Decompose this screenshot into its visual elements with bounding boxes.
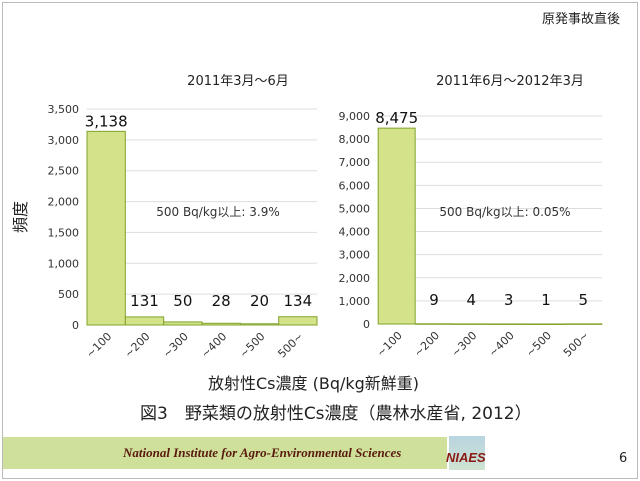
y-tick-label: 6,000 — [339, 179, 371, 192]
data-label: 3,138 — [85, 112, 128, 130]
y-tick-label: 3,000 — [339, 249, 371, 262]
bar — [86, 130, 126, 326]
x-axis-label: 放射性Cs濃度 (Bq/kg新鮮重) — [208, 374, 420, 393]
bar — [452, 323, 491, 325]
y-tick-label: 5,000 — [339, 202, 371, 215]
x-tick-label: ~200 — [412, 329, 443, 360]
corner-label: 原発事故直後 — [541, 12, 620, 27]
chart-title: 2011年6月～2012年3月 — [436, 74, 584, 89]
charts-svg: 05001,0001,5002,0002,5003,0003,5003,138~… — [11, 74, 603, 361]
y-tick-label: 9,000 — [339, 110, 371, 123]
x-tick-label: ~100 — [374, 329, 405, 360]
chart-title: 2011年3月～6月 — [187, 74, 289, 89]
page-number: 6 — [619, 451, 628, 466]
bar — [239, 323, 280, 326]
y-tick-label: 0 — [363, 318, 370, 331]
x-tick-label: ~400 — [486, 329, 517, 360]
data-label: 28 — [212, 292, 231, 310]
bar — [415, 323, 453, 325]
bar — [124, 316, 165, 326]
y-tick-label: 2,000 — [48, 196, 80, 209]
figure-caption: 図3 野菜類の放射性Cs濃度（農林水産省, 2012） — [140, 404, 532, 424]
bar — [278, 316, 318, 326]
y-tick-label: 1,000 — [48, 257, 80, 270]
y-tick-label: 8,000 — [339, 133, 371, 146]
bar — [489, 323, 528, 325]
y-tick-label: 2,000 — [339, 272, 371, 285]
x-tick-label: ~300 — [449, 329, 480, 360]
y-tick-label: 500 — [58, 288, 79, 301]
data-label: 4 — [467, 291, 477, 309]
niaes-logo: NIAES — [446, 436, 486, 470]
x-tick-label: 500~ — [561, 329, 592, 360]
x-tick-label: ~200 — [122, 330, 153, 361]
data-label: 20 — [250, 292, 269, 310]
y-tick-label: 7,000 — [339, 156, 371, 169]
y-tick-label: 3,000 — [48, 134, 80, 147]
x-tick-label: ~300 — [160, 330, 191, 361]
y-tick-label: 2,500 — [48, 165, 80, 178]
footer-band: National Institute for Agro-Environmenta… — [3, 437, 447, 469]
y-tick-label: 1,500 — [48, 226, 80, 239]
data-label: 9 — [429, 291, 439, 309]
bar — [163, 321, 203, 326]
data-label: 3 — [504, 291, 514, 309]
x-tick-label: 500~ — [275, 330, 306, 361]
annotation: 500 Bq/kg以上: 3.9% — [156, 205, 280, 219]
logo-text: NIAES — [446, 450, 486, 465]
bar — [377, 127, 416, 325]
data-label: 5 — [579, 291, 589, 309]
data-label: 1 — [541, 291, 551, 309]
data-label: 50 — [173, 292, 192, 310]
data-label: 131 — [130, 292, 159, 310]
x-tick-label: ~500 — [524, 329, 555, 360]
y-tick-label: 0 — [72, 319, 79, 332]
bar — [564, 323, 603, 325]
bar — [527, 323, 565, 325]
y-axis-label: 頻度 — [11, 201, 30, 233]
x-tick-label: ~500 — [237, 330, 268, 361]
x-tick-label: ~400 — [199, 330, 230, 361]
y-tick-label: 4,000 — [339, 226, 371, 239]
bar — [201, 322, 241, 326]
x-tick-label: ~100 — [84, 330, 115, 361]
data-label: 134 — [284, 292, 313, 310]
annotation: 500 Bq/kg以上: 0.05% — [439, 205, 570, 219]
institute-name: National Institute for Agro-Environmenta… — [123, 445, 402, 460]
y-tick-label: 1,000 — [339, 295, 371, 308]
y-tick-label: 3,500 — [48, 103, 80, 116]
data-label: 8,475 — [375, 109, 418, 127]
